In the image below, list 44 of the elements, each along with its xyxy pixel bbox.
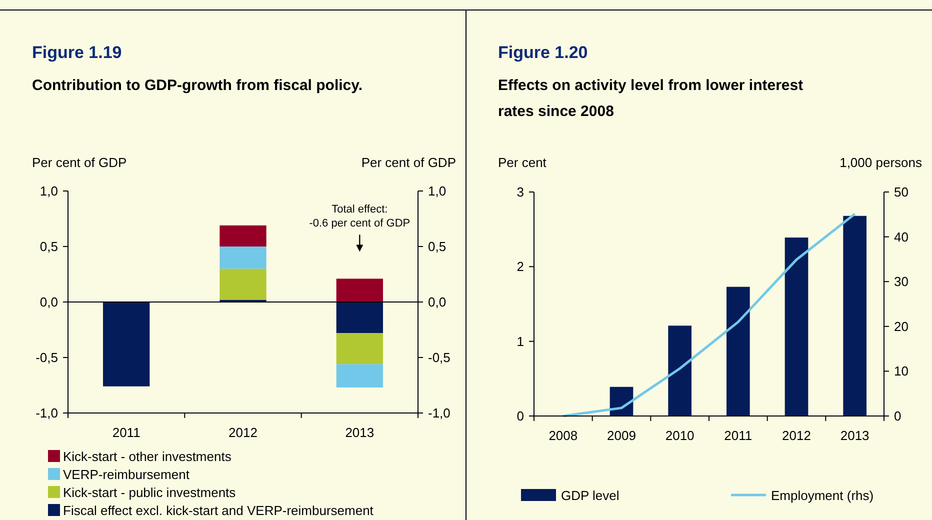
- y2-axis-title: Per cent of GDP: [361, 155, 456, 170]
- y-tick-label: -1,0: [36, 406, 58, 420]
- x-tick-label: 2013: [840, 428, 870, 443]
- legend-label: GDP level: [561, 488, 620, 503]
- y-tick-label: 3: [516, 184, 524, 200]
- y2-tick-label: 20: [894, 318, 908, 334]
- x-tick-label: 2013: [345, 425, 374, 440]
- x-tick-label: 2009: [607, 428, 636, 443]
- y-axis-title: Per cent: [498, 155, 547, 170]
- x-tick-label: 2011: [112, 425, 140, 440]
- y2-tick-label: -1,0: [428, 406, 450, 420]
- y2-tick-label: 0: [894, 408, 902, 424]
- y2-tick-label: 0,0: [428, 294, 446, 310]
- y2-tick-label: -0,5: [428, 350, 450, 365]
- y-tick-label: 0,5: [40, 239, 58, 254]
- y-tick-label: -0,5: [36, 350, 58, 365]
- legend-label: VERP-reimbursement: [63, 467, 190, 482]
- y-axis-title: Per cent of GDP: [32, 155, 127, 170]
- y2-tick-label: 40: [894, 229, 908, 244]
- chart-subtitle: Contribution to GDP-growth from fiscal policy.: [32, 77, 363, 94]
- chart-title: Figure 1.20: [498, 43, 588, 62]
- y2-tick-label: 50: [894, 184, 908, 200]
- legend-label: Kick-start - public investments: [63, 485, 236, 500]
- y2-tick-label: 0,5: [428, 239, 446, 254]
- y-tick-label: 1,0: [40, 184, 58, 198]
- legend-label: Employment (rhs): [771, 488, 874, 503]
- x-tick-label: 2008: [548, 428, 578, 443]
- y2-tick-label: 30: [894, 274, 908, 290]
- y-tick-label: 0,0: [40, 294, 58, 310]
- x-tick-label: 2012: [228, 425, 258, 440]
- y2-axis-title: 1,000 persons: [840, 155, 922, 170]
- chart-subtitle: Effects on activity level from lower interest rates since 2008: [498, 77, 804, 120]
- legend-label: Kick-start - other investments: [63, 449, 232, 464]
- chart-title: Figure 1.19: [32, 43, 122, 62]
- x-tick-label: 2011: [724, 428, 752, 443]
- y2-tick-label: 10: [894, 364, 908, 379]
- x-tick-label: 2012: [782, 428, 811, 443]
- annotation: Total effect: -0.6 per cent of GDP: [309, 204, 410, 230]
- y-tick-label: 0: [516, 408, 524, 424]
- y-tick-label: 2: [516, 259, 524, 274]
- x-tick-label: 2010: [665, 428, 694, 443]
- y2-tick-label: 1,0: [428, 184, 446, 198]
- y-tick-label: 1: [516, 334, 524, 349]
- legend-label: Fiscal effect excl. kick-start and VERP-reimbursement: [63, 503, 374, 518]
